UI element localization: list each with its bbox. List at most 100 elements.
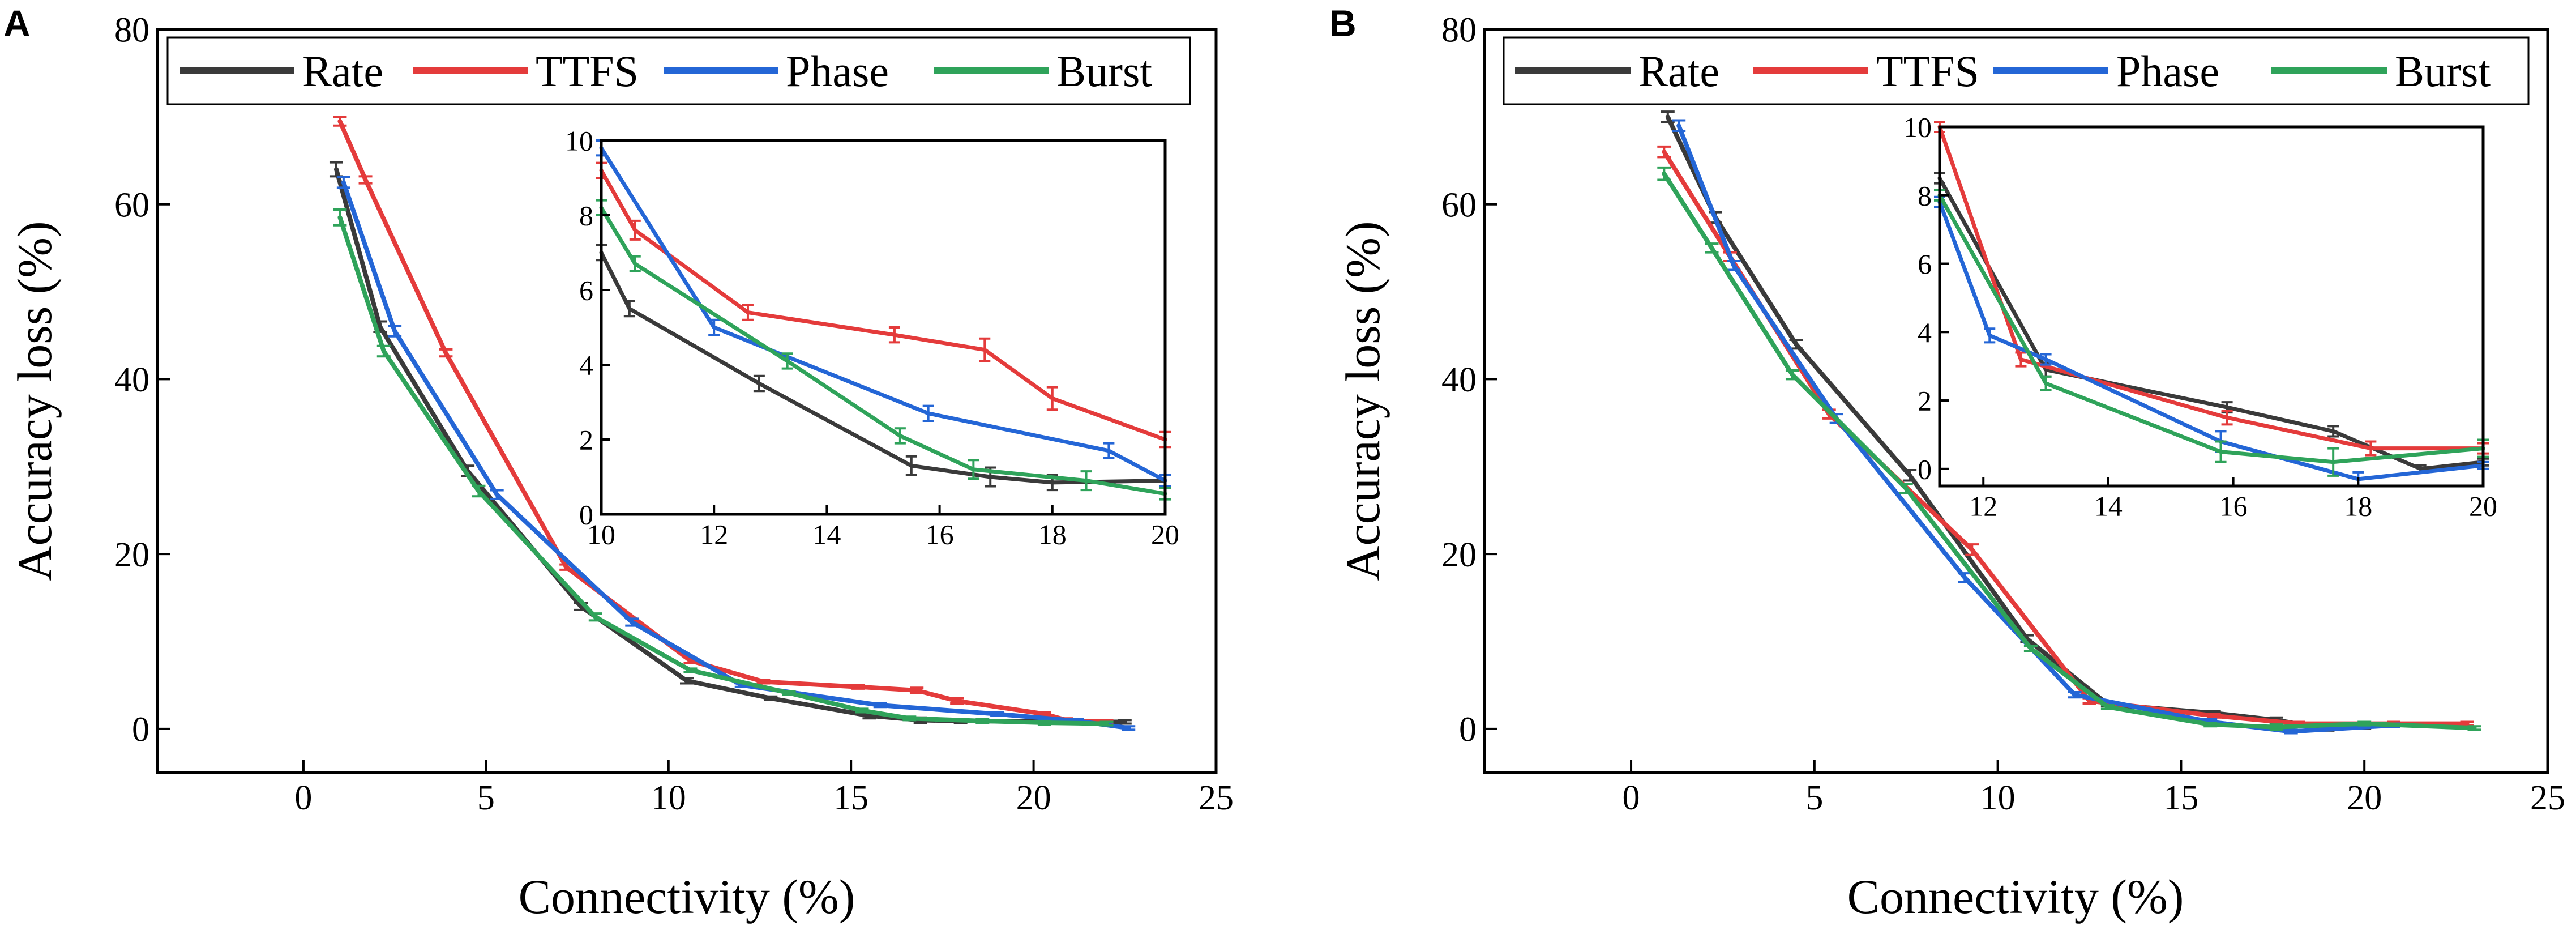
main-b-ytick-label: 20 bbox=[1441, 536, 1477, 574]
inset-a-point-ttfs bbox=[742, 304, 754, 321]
inset-a-point-burst bbox=[1080, 470, 1092, 492]
main-a-series-burst bbox=[333, 208, 1114, 727]
main-b-point-burst bbox=[2100, 704, 2115, 710]
main-b-point-burst bbox=[2467, 725, 2481, 731]
legend-entry-ttfs: TTFS bbox=[413, 46, 639, 96]
main-b-point-burst bbox=[1657, 166, 1671, 181]
inset-a-point-ttfs bbox=[888, 326, 900, 344]
main-a-point-burst bbox=[1037, 719, 1051, 726]
panel-label-b: B bbox=[1329, 2, 1357, 44]
inset-b-ytick-label: 10 bbox=[1903, 112, 1932, 143]
legend-b: Rate TTFS Phase Burst bbox=[1503, 36, 2530, 105]
main-b-point-phase bbox=[1727, 260, 1741, 271]
inset-b-line-rate bbox=[1937, 176, 2485, 471]
main-b-line-burst bbox=[1662, 171, 2477, 731]
main-b-series-burst bbox=[1657, 166, 2481, 731]
main-b-point-ttfs bbox=[2207, 713, 2221, 719]
inset-b-line-phase bbox=[1937, 200, 2485, 481]
inset-b-ytick-label: 0 bbox=[1918, 453, 1932, 485]
main-a-point-burst bbox=[975, 718, 990, 724]
inset-b-xtick-label: 20 bbox=[2469, 491, 2497, 522]
plot-frame-a bbox=[156, 28, 1218, 774]
main-b-ytick-label: 60 bbox=[1441, 186, 1477, 224]
main-b-point-phase bbox=[2284, 728, 2298, 735]
inset-a-point-rate bbox=[753, 374, 765, 393]
main-a-ytick-label: 60 bbox=[114, 186, 149, 224]
main-a-point-burst bbox=[1099, 720, 1114, 727]
inset-b-ytick-label: 8 bbox=[1918, 180, 1932, 211]
main-a-point-phase bbox=[1122, 725, 1136, 731]
main-b-point-burst bbox=[2357, 720, 2372, 727]
main-a-point-ttfs bbox=[851, 684, 866, 690]
main-a-point-phase bbox=[873, 702, 887, 709]
main-a-ytick-label: 80 bbox=[114, 11, 149, 50]
main-a-point-phase bbox=[625, 617, 639, 627]
inset-a-xtick-label: 10 bbox=[587, 519, 615, 551]
inset-a-point-phase bbox=[708, 318, 720, 336]
inset-a-point-rate bbox=[623, 300, 635, 318]
main-a-point-phase bbox=[490, 489, 504, 500]
inset-a-xtick-label: 20 bbox=[1151, 519, 1179, 551]
inset-a-xtick-label: 14 bbox=[812, 519, 841, 551]
inset-a-point-burst bbox=[968, 459, 979, 480]
inset-a-point-phase bbox=[1103, 442, 1115, 459]
legend-entry-ttfs-b: TTFS bbox=[1753, 46, 1979, 96]
inset-a-ytick-label: 4 bbox=[579, 349, 593, 381]
y-axis-label-a: Accuracy loss (%) bbox=[7, 221, 62, 581]
legend-label-rate-b: Rate bbox=[1638, 46, 1719, 96]
main-a-xtick-label: 25 bbox=[1199, 779, 1234, 817]
inset-b-point-phase bbox=[2040, 353, 2052, 366]
inset-background-a bbox=[601, 140, 1165, 514]
inset-b-xtick-label: 16 bbox=[2219, 491, 2248, 522]
legend-entry-phase: Phase bbox=[664, 46, 889, 96]
inset-a-point-burst bbox=[894, 427, 906, 445]
main-a-point-ttfs bbox=[756, 679, 771, 685]
inset-b-point-ttfs bbox=[2365, 440, 2377, 457]
inset-b-point-burst bbox=[2215, 440, 2227, 463]
main-b-point-rate bbox=[1661, 110, 1675, 123]
inset-a-point-burst bbox=[629, 255, 641, 272]
main-b-point-ttfs bbox=[1965, 543, 1979, 556]
legend-label-rate: Rate bbox=[302, 46, 383, 96]
main-b-point-burst bbox=[1899, 483, 1913, 494]
main-a-point-ttfs bbox=[950, 697, 964, 705]
inset-a-series-rate bbox=[596, 244, 1171, 492]
main-a-series-phase bbox=[336, 176, 1136, 731]
main-a-point-burst bbox=[782, 690, 796, 696]
inset-a-xtick-label: 12 bbox=[700, 519, 728, 551]
main-a-point-burst bbox=[588, 612, 602, 622]
main-a-point-rate bbox=[764, 695, 778, 701]
inset-b-point-burst bbox=[2040, 375, 2052, 391]
main-a-point-burst bbox=[902, 715, 917, 722]
legend-a: Rate TTFS Phase Burst bbox=[166, 36, 1191, 105]
main-b-point-burst bbox=[2269, 723, 2283, 731]
main-a-xtick-label: 10 bbox=[651, 779, 686, 817]
inset-a-point-rate bbox=[905, 455, 917, 476]
inset-a-point-phase bbox=[922, 404, 934, 422]
main-b-xtick-label: 0 bbox=[1623, 779, 1640, 817]
inset-a-point-burst bbox=[781, 352, 793, 370]
main-a-point-ttfs bbox=[333, 116, 347, 127]
main-b-point-burst bbox=[2023, 645, 2038, 652]
legend-label-burst-b: Burst bbox=[2395, 46, 2491, 96]
main-b-point-burst bbox=[2203, 722, 2218, 728]
inset-b-ytick-label: 2 bbox=[1918, 385, 1932, 417]
legend-label-burst: Burst bbox=[1056, 46, 1152, 96]
main-a-xtick-label: 20 bbox=[1016, 779, 1051, 817]
main-b-xtick-label: 15 bbox=[2163, 779, 2198, 817]
x-axis-label-a: Connectivity (%) bbox=[519, 869, 855, 924]
main-a-ytick-label: 0 bbox=[132, 711, 149, 749]
inset-b-point-ttfs bbox=[2221, 410, 2233, 426]
main-b-point-ttfs bbox=[1657, 145, 1671, 159]
inset-a-point-ttfs bbox=[629, 219, 641, 241]
legend-label-ttfs: TTFS bbox=[536, 46, 639, 96]
inset-a-series-ttfs bbox=[596, 161, 1171, 449]
main-a-point-ttfs bbox=[910, 686, 924, 694]
main-a-point-phase bbox=[388, 325, 402, 338]
inset-b-xtick-label: 18 bbox=[2344, 491, 2372, 522]
inset-a-xtick-label: 18 bbox=[1038, 519, 1067, 551]
legend-entry-burst: Burst bbox=[934, 46, 1152, 96]
